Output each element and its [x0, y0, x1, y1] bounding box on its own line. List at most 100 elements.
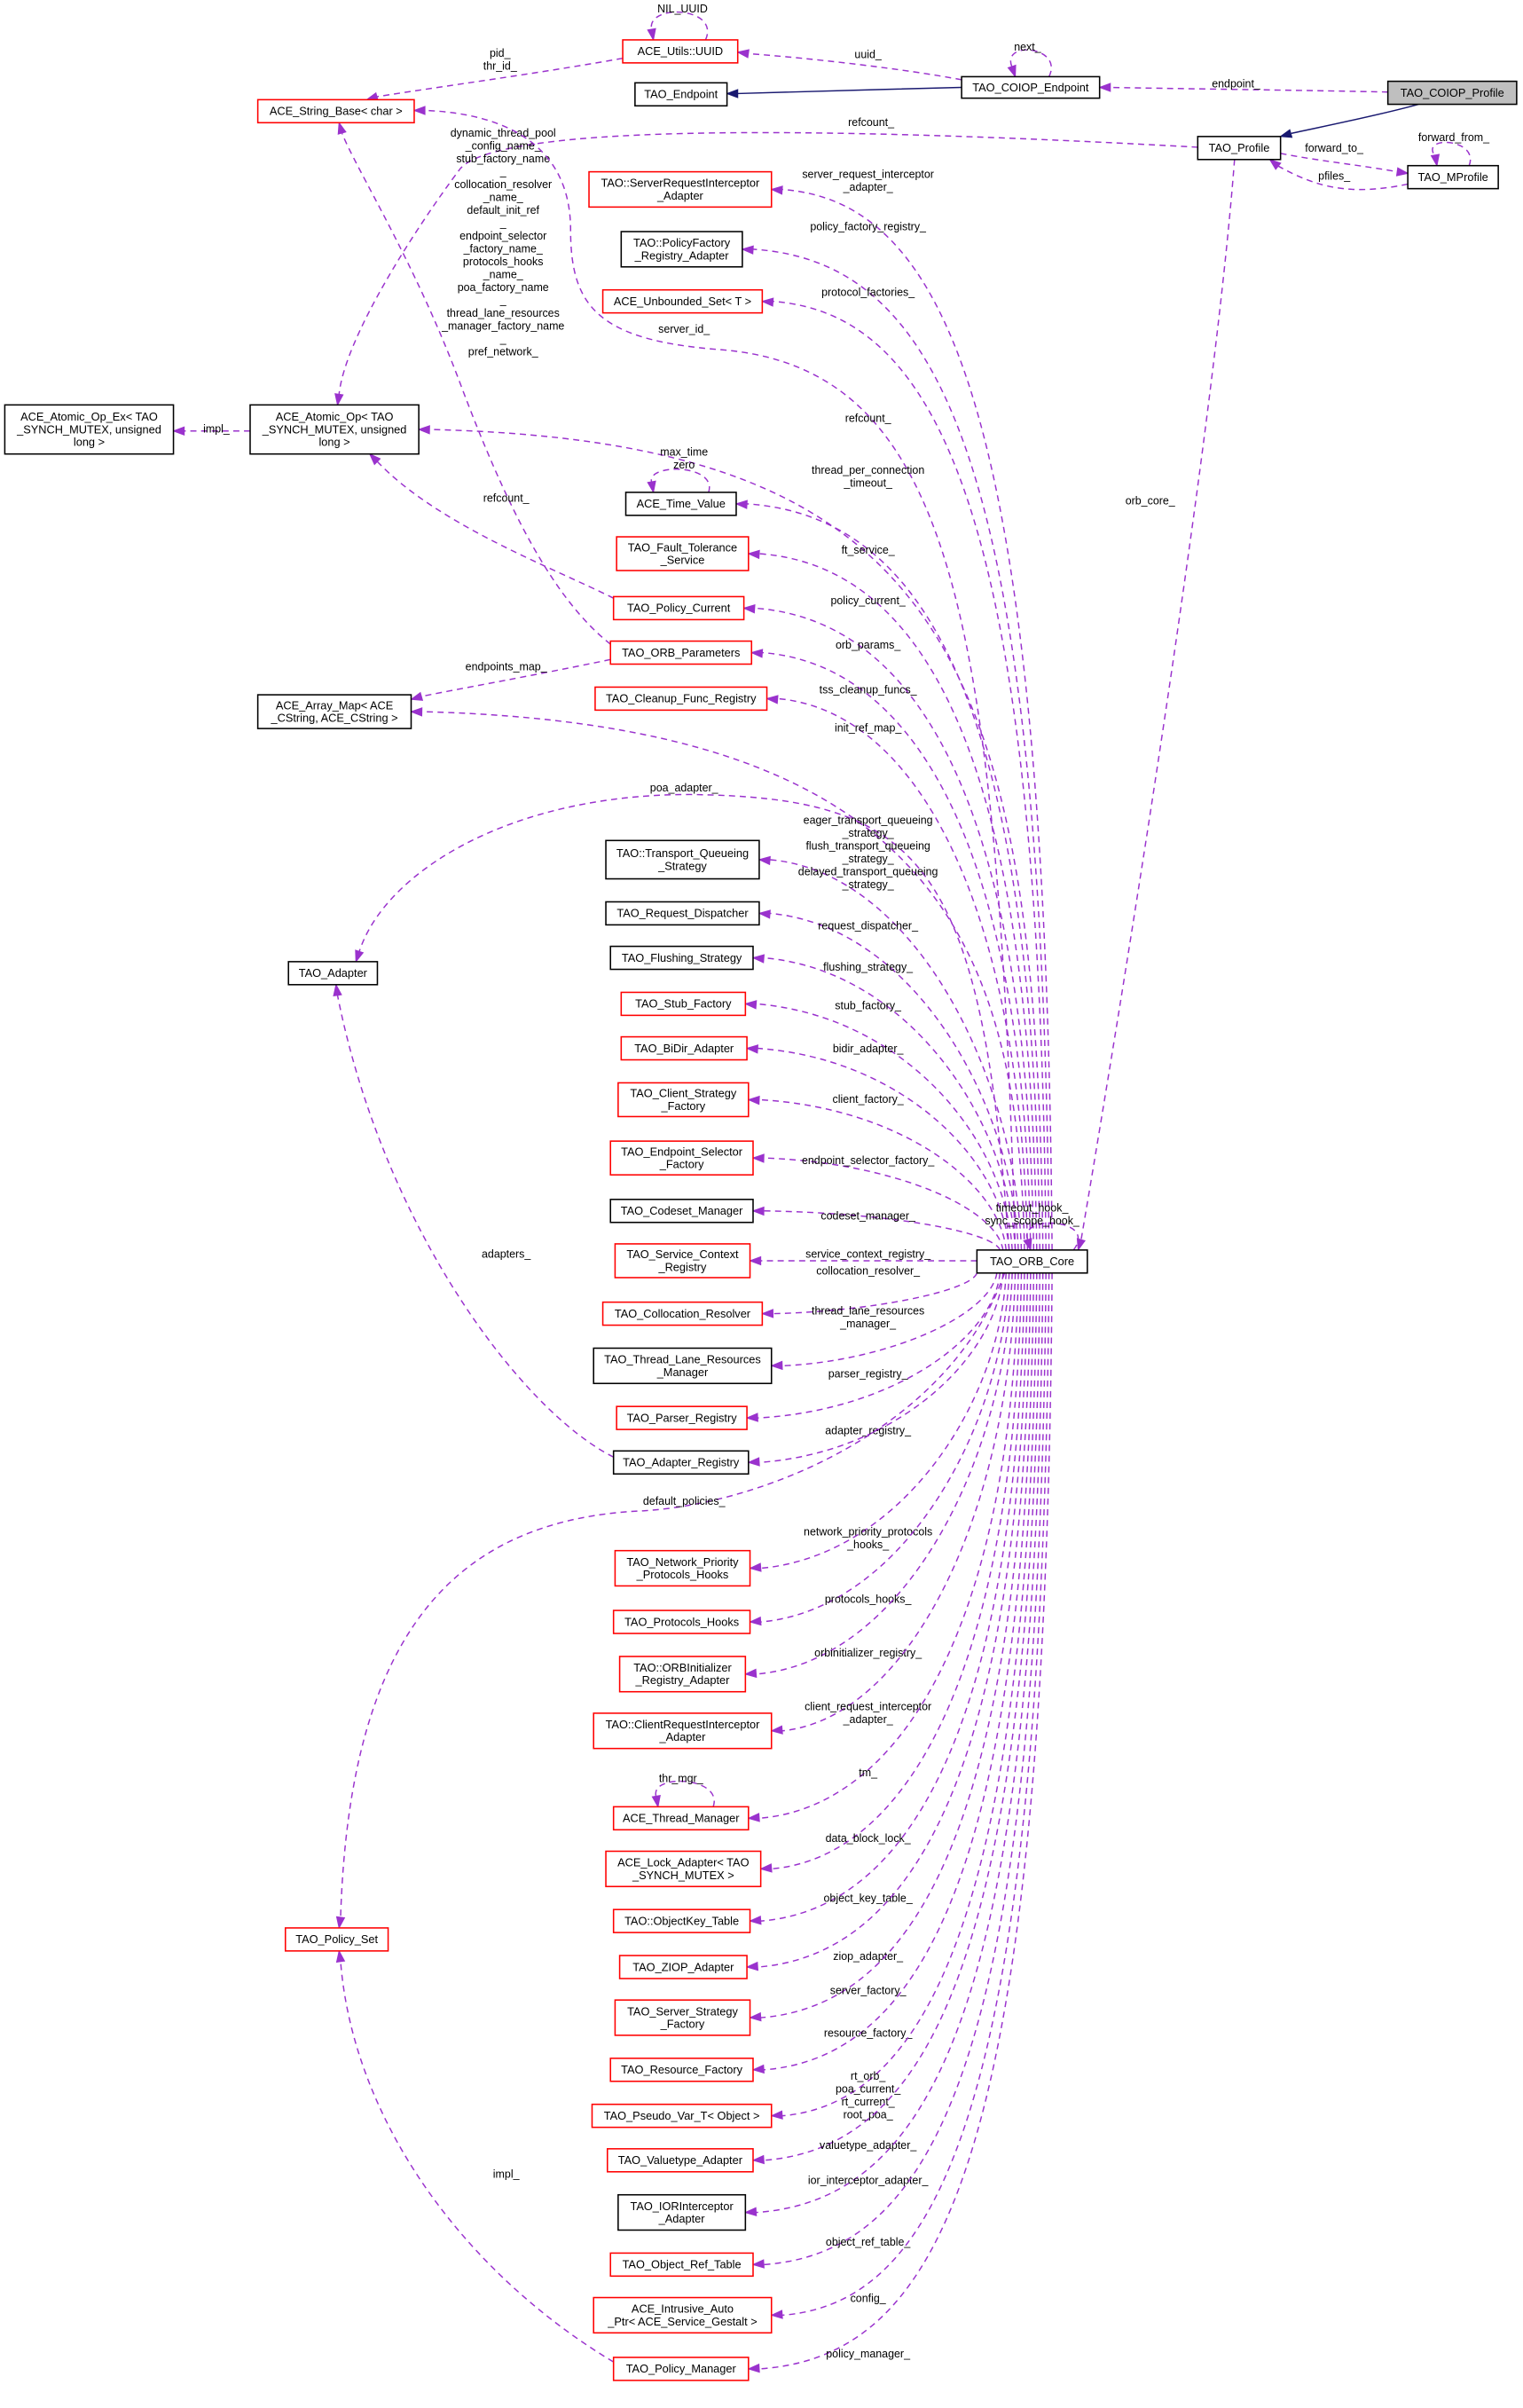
class-box[interactable] — [609, 1140, 754, 1176]
class-node-policyset[interactable]: TAO_Policy_Set — [284, 1927, 389, 1952]
class-box[interactable] — [593, 1347, 773, 1385]
class-node-csf[interactable]: TAO_Client_Strategy_Factory — [617, 1082, 750, 1118]
class-node-thrmgr[interactable]: ACE_Thread_Manager — [612, 1806, 750, 1831]
class-node-iap[interactable]: ACE_Intrusive_Auto_Ptr< ACE_Service_Gest… — [593, 2296, 773, 2334]
class-node-orbinit[interactable]: TAO::ORBInitializer_Registry_Adapter — [618, 1656, 747, 1693]
class-box[interactable] — [256, 98, 415, 124]
class-box[interactable] — [256, 694, 412, 729]
class-box[interactable] — [601, 1301, 764, 1326]
class-node-ph[interactable]: TAO_Protocols_Hooks — [612, 1609, 751, 1634]
class-node-coiop_ep[interactable]: TAO_COIOP_Endpoint — [961, 75, 1101, 99]
class-box[interactable] — [605, 1850, 762, 1888]
class-node-flushing[interactable]: TAO_Flushing_Strategy — [609, 945, 754, 971]
class-node-stub[interactable]: TAO_Stub_Factory — [620, 991, 747, 1017]
class-box[interactable] — [617, 1082, 750, 1118]
class-box[interactable] — [976, 1249, 1088, 1274]
class-box[interactable] — [605, 839, 760, 880]
class-node-sria[interactable]: TAO::ServerRequestInterceptor_Adapter — [588, 170, 773, 209]
class-node-orbcore[interactable]: TAO_ORB_Core — [976, 1249, 1088, 1274]
class-node-cleanup[interactable]: TAO_Cleanup_Func_Registry — [594, 686, 768, 712]
class-box[interactable] — [609, 2252, 754, 2278]
class-box[interactable] — [609, 945, 754, 971]
class-node-pfra[interactable]: TAO::PolicyFactory_Registry_Adapter — [620, 231, 743, 268]
class-box[interactable] — [609, 1199, 754, 1224]
class-node-parser[interactable]: TAO_Parser_Registry — [616, 1405, 748, 1430]
class-node-coiop_prof[interactable]: TAO_COIOP_Profile — [1386, 80, 1518, 106]
class-box[interactable] — [618, 1656, 747, 1693]
class-node-profile[interactable]: TAO_Profile — [1197, 136, 1282, 161]
class-node-endpoint[interactable]: TAO_Endpoint — [634, 82, 728, 107]
class-box[interactable] — [605, 901, 760, 926]
class-node-esf[interactable]: TAO_Endpoint_Selector_Factory — [609, 1140, 754, 1176]
class-box[interactable] — [961, 75, 1101, 99]
class-node-pm[interactable]: TAO_Policy_Manager — [612, 2357, 750, 2381]
class-node-orbparams[interactable]: TAO_ORB_Parameters — [609, 640, 753, 665]
class-box[interactable] — [622, 39, 739, 64]
class-box[interactable] — [616, 536, 750, 571]
class-box[interactable] — [588, 170, 773, 209]
class-box[interactable] — [614, 1549, 751, 1587]
class-node-codeset[interactable]: TAO_Codeset_Manager — [609, 1199, 754, 1224]
class-box[interactable] — [606, 2148, 754, 2173]
class-node-cria[interactable]: TAO::ClientRequestInterceptor_Adapter — [593, 1712, 773, 1750]
class-node-tlrm[interactable]: TAO_Thread_Lane_Resources_Manager — [593, 1347, 773, 1385]
class-box[interactable] — [1386, 80, 1518, 106]
class-node-pvt[interactable]: TAO_Pseudo_Var_T< Object > — [591, 2103, 773, 2129]
class-box[interactable] — [612, 2357, 750, 2381]
class-box[interactable] — [612, 1609, 751, 1634]
class-node-stringbase[interactable]: ACE_String_Base< char > — [256, 98, 415, 124]
class-box[interactable] — [614, 1243, 751, 1279]
class-box[interactable] — [620, 991, 747, 1017]
class-box[interactable] — [1407, 164, 1499, 190]
class-box[interactable] — [612, 1450, 750, 1475]
class-node-nph[interactable]: TAO_Network_Priority_Protocols_Hooks — [614, 1549, 751, 1587]
class-node-reqdisp[interactable]: TAO_Request_Dispatcher — [605, 901, 760, 926]
class-box[interactable] — [618, 1955, 748, 1979]
class-box[interactable] — [249, 404, 420, 455]
class-box[interactable] — [609, 640, 753, 665]
class-node-iora[interactable]: TAO_IORInterceptor_Adapter — [617, 2193, 747, 2231]
class-node-ort[interactable]: TAO_Object_Ref_Table — [609, 2252, 754, 2278]
class-node-ft[interactable]: TAO_Fault_Tolerance_Service — [616, 536, 750, 571]
class-node-atomic[interactable]: ACE_Atomic_Op< TAO_SYNCH_MUTEX, unsigned… — [249, 404, 420, 455]
class-node-scr[interactable]: TAO_Service_Context_Registry — [614, 1243, 751, 1279]
class-box[interactable] — [593, 1712, 773, 1750]
class-node-unbounded[interactable]: ACE_Unbounded_Set< T > — [601, 288, 764, 314]
class-box[interactable] — [284, 1927, 389, 1952]
class-box[interactable] — [594, 686, 768, 712]
class-box[interactable] — [620, 1035, 748, 1061]
class-box[interactable] — [612, 595, 745, 621]
class-node-timevalue[interactable]: ACE_Time_Value — [624, 492, 737, 516]
class-box[interactable] — [616, 1405, 748, 1430]
class-box[interactable] — [620, 231, 743, 268]
class-box[interactable] — [634, 82, 728, 107]
class-node-rf[interactable]: TAO_Resource_Factory — [609, 2058, 754, 2082]
class-node-vta[interactable]: TAO_Valuetype_Adapter — [606, 2148, 754, 2173]
class-box[interactable] — [4, 404, 175, 455]
class-node-atomic_ex[interactable]: ACE_Atomic_Op_Ex< TAO_SYNCH_MUTEX, unsig… — [4, 404, 175, 455]
class-box[interactable] — [612, 1908, 751, 1933]
class-box[interactable] — [591, 2103, 773, 2129]
class-node-okt[interactable]: TAO::ObjectKey_Table — [612, 1908, 751, 1933]
class-node-ziop[interactable]: TAO_ZIOP_Adapter — [618, 1955, 748, 1979]
class-node-adreg[interactable]: TAO_Adapter_Registry — [612, 1450, 750, 1475]
class-node-adapter[interactable]: TAO_Adapter — [287, 961, 379, 986]
class-box[interactable] — [617, 2193, 747, 2231]
class-node-mprofile[interactable]: TAO_MProfile — [1407, 164, 1499, 190]
class-box[interactable] — [612, 1806, 750, 1831]
class-node-bidir[interactable]: TAO_BiDir_Adapter — [620, 1035, 748, 1061]
class-node-tqs[interactable]: TAO::Transport_Queueing_Strategy — [605, 839, 760, 880]
class-box[interactable] — [287, 961, 379, 986]
class-node-lockad[interactable]: ACE_Lock_Adapter< TAO_SYNCH_MUTEX > — [605, 1850, 762, 1888]
class-box[interactable] — [614, 1999, 751, 2036]
class-box[interactable] — [624, 492, 737, 516]
class-node-policycur[interactable]: TAO_Policy_Current — [612, 595, 745, 621]
class-node-arraymap[interactable]: ACE_Array_Map< ACE_CString, ACE_CString … — [256, 694, 412, 729]
class-box[interactable] — [601, 288, 764, 314]
class-box[interactable] — [609, 2058, 754, 2082]
class-node-uuid[interactable]: ACE_Utils::UUID — [622, 39, 739, 64]
class-node-ssf[interactable]: TAO_Server_Strategy_Factory — [614, 1999, 751, 2036]
class-box[interactable] — [1197, 136, 1282, 161]
class-box[interactable] — [593, 2296, 773, 2334]
class-node-collres[interactable]: TAO_Collocation_Resolver — [601, 1301, 764, 1326]
